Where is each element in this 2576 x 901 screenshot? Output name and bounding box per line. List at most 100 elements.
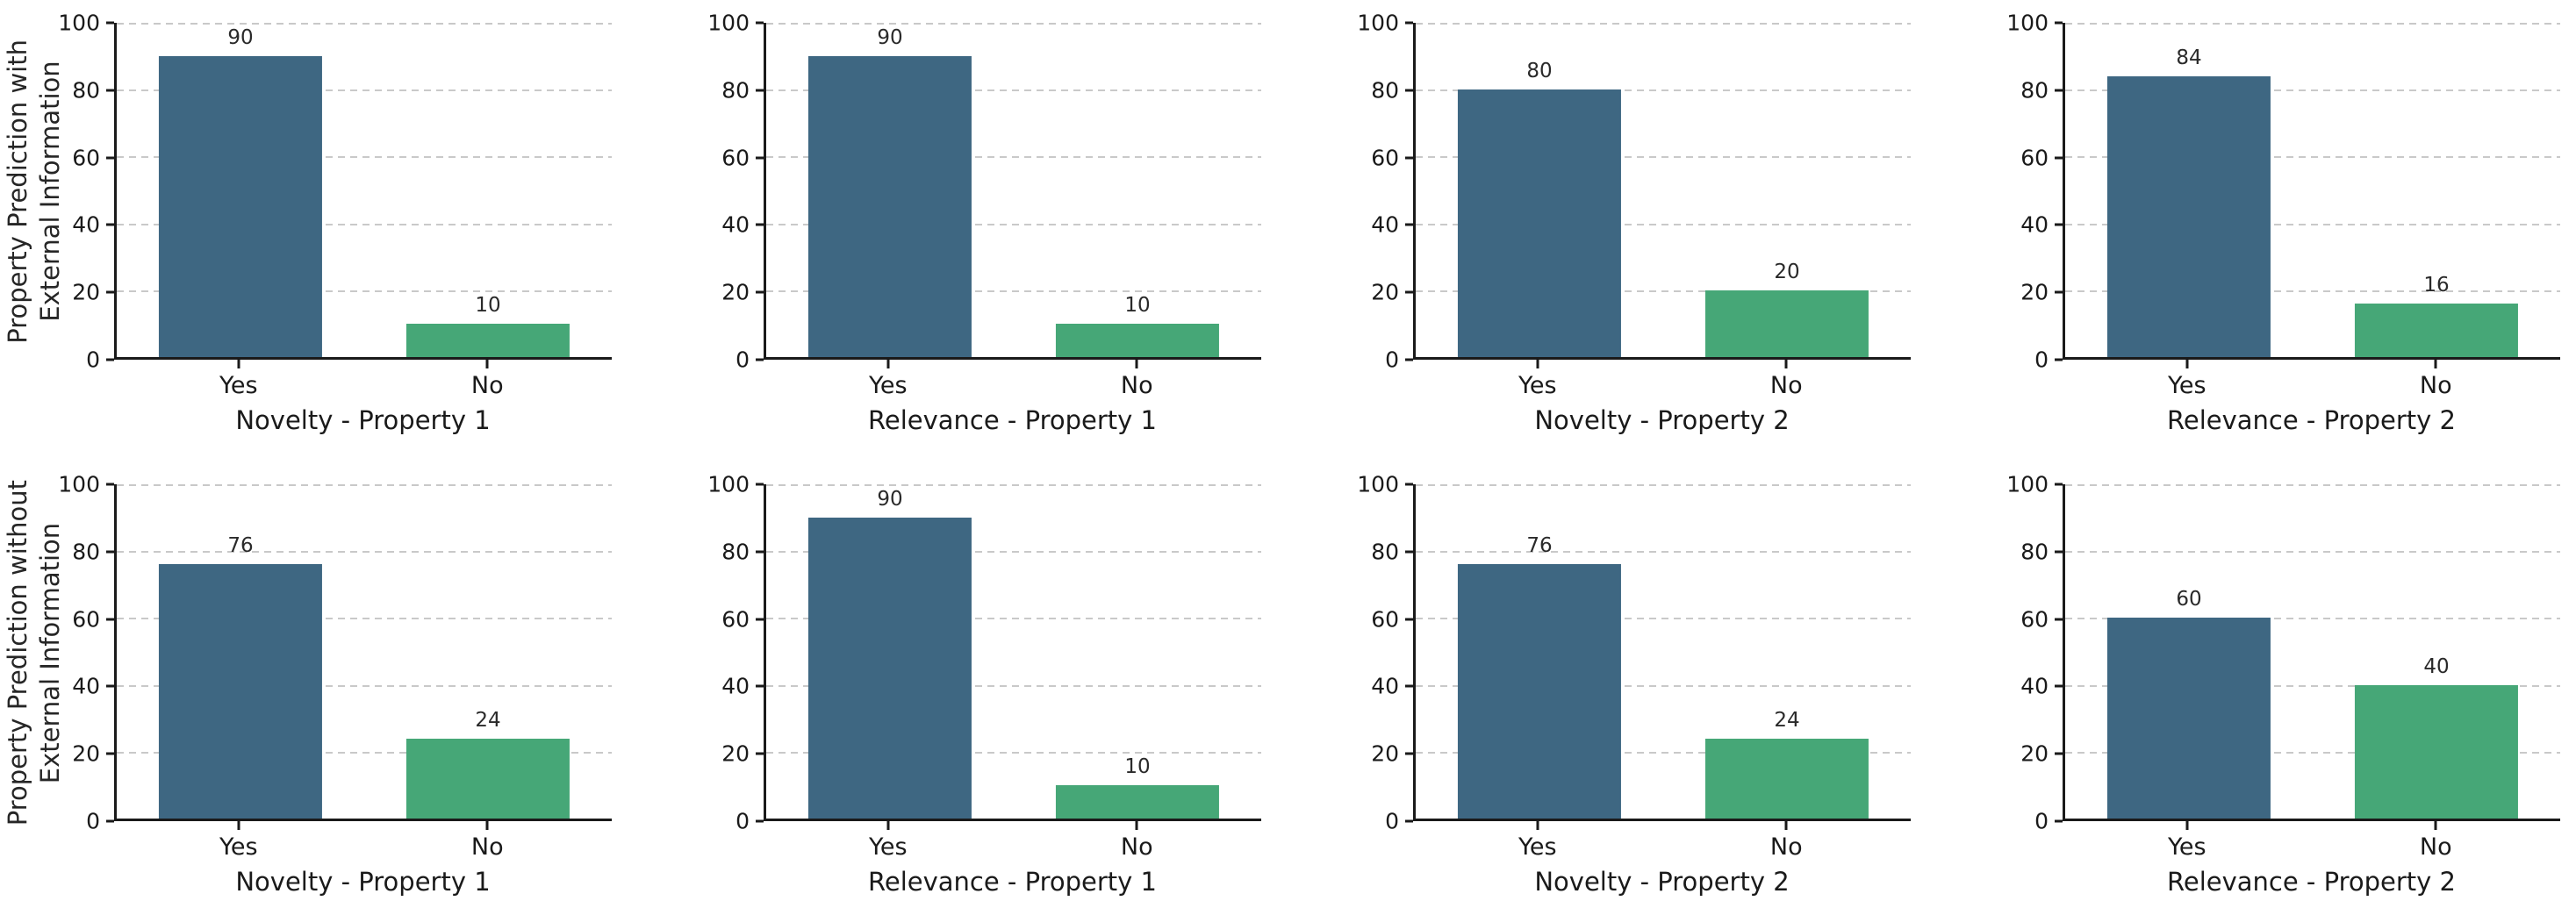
x-tick-label-yes: Yes — [868, 833, 908, 861]
y-tick-mark — [2055, 290, 2063, 294]
y-tick-mark — [1405, 21, 1413, 25]
y-tick-mark — [2055, 618, 2063, 621]
y-tick-label-60: 60 — [72, 606, 100, 633]
y-tick-label-80: 80 — [1371, 539, 1399, 565]
x-axis: Yes No Novelty - Property 2 — [1413, 360, 1911, 440]
bar-yes — [1457, 89, 1622, 357]
y-tick-mark — [2055, 223, 2063, 226]
gridline-20 — [1416, 751, 1911, 754]
subplot-r1c3: 0 20 40 60 80 100 80 20 Yes No Novelty - Prope… — [1261, 12, 1911, 440]
y-tick-label-40: 40 — [72, 211, 100, 238]
gridline-80 — [1416, 89, 1911, 92]
y-axis-label-line-2: External Information — [35, 522, 65, 783]
y-tick-mark — [756, 752, 764, 755]
y-tick-label-100: 100 — [2006, 10, 2049, 36]
y-axis: 0 20 40 60 80 100 — [1911, 474, 2063, 833]
y-tick-mark — [106, 89, 114, 92]
subplot-r2c3: 0 20 40 60 80 100 76 24 Yes No Novelty - Prope… — [1261, 474, 1911, 901]
bar-no — [2354, 304, 2519, 357]
x-tick-mark — [485, 360, 489, 368]
y-tick-mark — [756, 819, 764, 823]
bar-value-label: 10 — [1124, 754, 1151, 778]
y-tick-label-100: 100 — [1357, 471, 1399, 497]
bar-value-label: 90 — [877, 488, 903, 511]
bar-no — [1704, 738, 1869, 819]
bar-value-label: 76 — [1526, 534, 1553, 558]
plot-area: 90 10 — [114, 23, 612, 360]
y-tick-label-60: 60 — [1371, 606, 1399, 633]
x-axis-title: Novelty - Property 2 — [1534, 867, 1790, 897]
x-axis: Yes No Novelty - Property 2 — [1413, 821, 1911, 901]
y-tick-label-40: 40 — [1371, 211, 1399, 238]
gridline-60 — [2065, 618, 2560, 620]
y-tick-mark — [106, 684, 114, 688]
gridline-20 — [766, 290, 1261, 292]
y-tick-mark — [2055, 156, 2063, 160]
x-axis-title: Relevance - Property 2 — [2167, 405, 2456, 435]
bar-value-label: 90 — [227, 26, 254, 50]
gridline-40 — [1416, 684, 1911, 687]
y-tick-mark — [1405, 483, 1413, 486]
figure-row-1: Property Prediction with External Inform… — [0, 12, 2560, 440]
x-tick-mark — [2185, 821, 2189, 830]
y-axis-label: Property Prediction without External Inf… — [0, 480, 68, 826]
y-tick-mark — [2055, 819, 2063, 823]
y-tick-label-60: 60 — [721, 606, 750, 633]
y-tick-label-40: 40 — [1371, 673, 1399, 699]
gridline-80 — [1416, 551, 1911, 554]
y-tick-mark — [106, 819, 114, 823]
y-axis: Property Prediction without External Inf… — [0, 474, 114, 833]
y-tick-label-60: 60 — [2020, 145, 2049, 171]
gridline-100 — [117, 23, 612, 25]
x-axis: Yes No Relevance - Property 2 — [2063, 821, 2560, 901]
y-tick-mark — [106, 550, 114, 554]
gridline-40 — [766, 223, 1261, 225]
plot-area: 76 24 — [1413, 484, 1911, 821]
y-axis-label-line-1: Property Prediction with — [3, 39, 32, 344]
y-axis-label-text: Property Prediction with External Inform… — [2, 39, 67, 344]
x-axis: Yes No Novelty - Property 1 — [114, 821, 612, 901]
gridline-80 — [2065, 551, 2560, 554]
y-tick-label-80: 80 — [2020, 539, 2049, 565]
y-axis-label-text: Property Prediction without External Inf… — [2, 480, 67, 826]
x-tick-label-no: No — [1769, 372, 1803, 399]
y-tick-mark — [756, 550, 764, 554]
gridline-100 — [2065, 23, 2560, 25]
figure-row-2: Property Prediction without External Inf… — [0, 474, 2560, 901]
bar-yes — [2106, 618, 2271, 819]
x-axis-title: Relevance - Property 2 — [2167, 867, 2456, 897]
x-axis-title: Relevance - Property 1 — [868, 405, 1157, 435]
y-tick-label-60: 60 — [2020, 606, 2049, 633]
bar-value-label: 24 — [1774, 708, 1800, 732]
gridline-40 — [2065, 684, 2560, 687]
x-tick-mark — [485, 821, 489, 830]
x-tick-mark — [2434, 821, 2437, 830]
y-tick-label-20: 20 — [2020, 279, 2049, 305]
plot-area: 90 10 — [764, 23, 1261, 360]
gridline-20 — [117, 290, 612, 292]
y-tick-label-0: 0 — [735, 347, 750, 373]
y-tick-label-20: 20 — [1371, 740, 1399, 767]
y-tick-label-20: 20 — [1371, 279, 1399, 305]
y-tick-mark — [756, 483, 764, 486]
y-tick-mark — [2055, 752, 2063, 755]
y-axis-label-line-2: External Information — [35, 61, 65, 322]
y-axis: 0 20 40 60 80 100 — [612, 12, 764, 371]
x-axis-title: Relevance - Property 1 — [868, 867, 1157, 897]
y-tick-label-60: 60 — [72, 145, 100, 171]
gridline-20 — [766, 751, 1261, 754]
x-tick-label-yes: Yes — [1518, 372, 1557, 399]
x-axis: Yes No Relevance - Property 1 — [764, 360, 1261, 440]
y-tick-label-80: 80 — [2020, 77, 2049, 104]
x-tick-mark — [1135, 360, 1138, 368]
y-tick-mark — [106, 156, 114, 160]
bar-value-label: 20 — [1774, 260, 1800, 283]
gridline-100 — [1416, 484, 1911, 486]
x-tick-label-no: No — [470, 833, 504, 861]
plot-area: 84 16 — [2063, 23, 2560, 360]
y-tick-label-80: 80 — [721, 539, 750, 565]
subplot-r1c1: Property Prediction with External Inform… — [0, 12, 612, 440]
y-axis: 0 20 40 60 80 100 — [1911, 12, 2063, 371]
y-tick-mark — [1405, 752, 1413, 755]
